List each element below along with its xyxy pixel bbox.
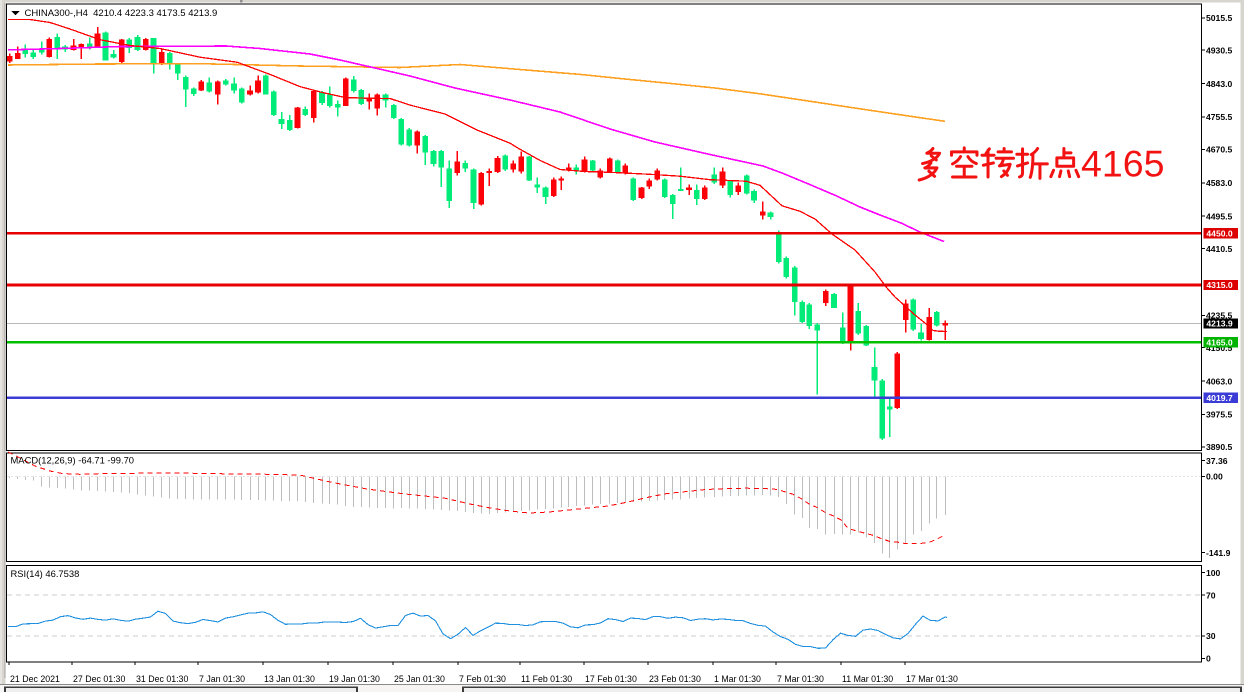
svg-text:19 Jan 01:30: 19 Jan 01:30 bbox=[329, 674, 380, 684]
svg-text:4165.0: 4165.0 bbox=[1206, 337, 1233, 347]
svg-text:23 Feb 01:30: 23 Feb 01:30 bbox=[649, 674, 701, 684]
svg-text:MACD(12,26,9) -64.71 -99.70: MACD(12,26,9) -64.71 -99.70 bbox=[11, 455, 135, 466]
svg-text:7 Mar 01:30: 7 Mar 01:30 bbox=[777, 674, 824, 684]
svg-text:1 Mar 01:30: 1 Mar 01:30 bbox=[714, 674, 761, 684]
svg-text:4930.5: 4930.5 bbox=[1206, 45, 1233, 55]
svg-text:30: 30 bbox=[1206, 631, 1216, 641]
svg-text:4410.5: 4410.5 bbox=[1206, 244, 1233, 254]
svg-text:3975.5: 3975.5 bbox=[1206, 410, 1233, 420]
svg-text:4213.9: 4213.9 bbox=[1206, 319, 1233, 329]
svg-text:27 Dec 01:30: 27 Dec 01:30 bbox=[73, 674, 125, 684]
svg-text:4755.5: 4755.5 bbox=[1206, 112, 1233, 122]
svg-text:4583.0: 4583.0 bbox=[1206, 178, 1233, 188]
svg-text:7 Feb 01:30: 7 Feb 01:30 bbox=[459, 674, 506, 684]
svg-text:4019.7: 4019.7 bbox=[1206, 393, 1233, 403]
svg-text:17 Feb 01:30: 17 Feb 01:30 bbox=[585, 674, 637, 684]
svg-text:70: 70 bbox=[1206, 590, 1216, 600]
svg-text:4165: 4165 bbox=[1081, 143, 1164, 185]
svg-text:7 Jan 01:30: 7 Jan 01:30 bbox=[199, 674, 245, 684]
svg-text:11 Mar 01:30: 11 Mar 01:30 bbox=[842, 674, 893, 684]
svg-text:17 Mar 01:30: 17 Mar 01:30 bbox=[906, 674, 958, 684]
svg-text:4150.5: 4150.5 bbox=[1206, 343, 1233, 353]
svg-text:-141.9: -141.9 bbox=[1206, 548, 1231, 558]
svg-text:4495.5: 4495.5 bbox=[1206, 211, 1233, 221]
svg-text:37.36: 37.36 bbox=[1206, 456, 1228, 466]
svg-text:0.00: 0.00 bbox=[1206, 472, 1223, 482]
svg-text:0: 0 bbox=[1206, 654, 1211, 664]
svg-text:4063.0: 4063.0 bbox=[1206, 376, 1233, 386]
svg-text:RSI(14) 46.7538: RSI(14) 46.7538 bbox=[11, 568, 80, 579]
svg-text:4235.5: 4235.5 bbox=[1206, 311, 1233, 321]
svg-text:100: 100 bbox=[1206, 568, 1221, 578]
svg-text:13 Jan 01:30: 13 Jan 01:30 bbox=[264, 674, 315, 684]
svg-text:3890.5: 3890.5 bbox=[1206, 442, 1233, 452]
svg-text:4450.0: 4450.0 bbox=[1206, 229, 1233, 239]
svg-text:25 Jan 01:30: 25 Jan 01:30 bbox=[394, 674, 445, 684]
svg-text:11 Feb 01:30: 11 Feb 01:30 bbox=[521, 674, 572, 684]
svg-text:5015.5: 5015.5 bbox=[1206, 13, 1233, 23]
svg-text:21 Dec 2021: 21 Dec 2021 bbox=[10, 674, 60, 684]
svg-text:CHINA300-,H4 4210.4 4223.3 41: CHINA300-,H4 4210.4 4223.3 4173.5 4213.9 bbox=[25, 8, 218, 19]
svg-text:4843.0: 4843.0 bbox=[1206, 79, 1233, 89]
svg-text:31 Dec 01:30: 31 Dec 01:30 bbox=[136, 674, 188, 684]
svg-text:4670.5: 4670.5 bbox=[1206, 145, 1233, 155]
svg-text:4315.0: 4315.0 bbox=[1206, 280, 1233, 290]
